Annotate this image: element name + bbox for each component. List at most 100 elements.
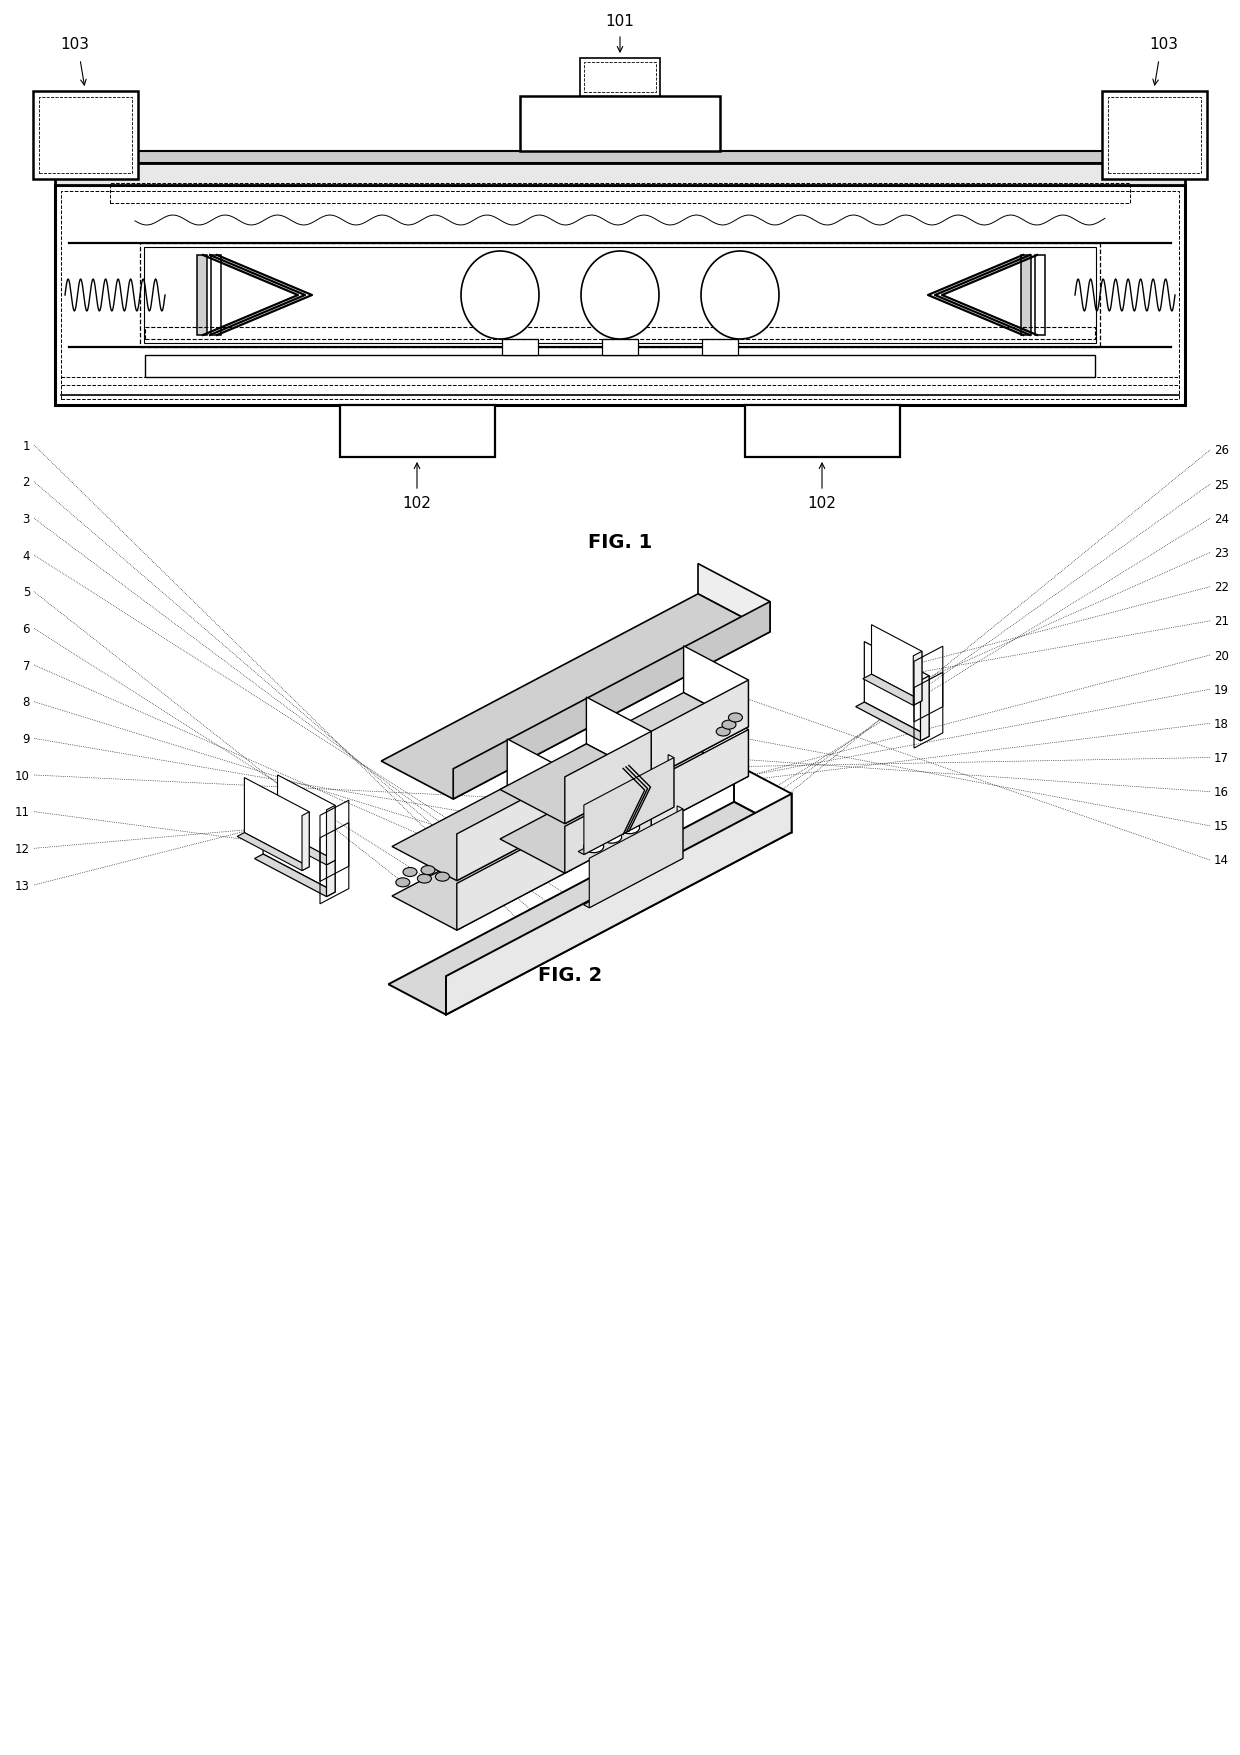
Text: 103: 103 <box>1149 37 1178 53</box>
Polygon shape <box>578 804 673 855</box>
Polygon shape <box>453 602 770 800</box>
Text: 102: 102 <box>807 495 837 511</box>
Bar <box>340 405 495 458</box>
Polygon shape <box>587 748 651 828</box>
Ellipse shape <box>584 841 604 853</box>
Ellipse shape <box>422 867 435 876</box>
Polygon shape <box>507 739 572 820</box>
Text: 5: 5 <box>22 586 30 598</box>
Text: 101: 101 <box>605 14 635 30</box>
Polygon shape <box>589 809 683 909</box>
Bar <box>211 256 221 335</box>
Bar <box>1102 91 1207 181</box>
Bar <box>601 340 639 356</box>
Bar <box>110 184 1130 204</box>
Polygon shape <box>564 732 651 825</box>
Polygon shape <box>237 834 309 870</box>
Text: 17: 17 <box>1214 751 1229 765</box>
Text: 25: 25 <box>1214 479 1229 491</box>
Text: 20: 20 <box>1214 649 1229 662</box>
Bar <box>1109 98 1202 174</box>
Text: 26: 26 <box>1214 444 1229 458</box>
Text: 9: 9 <box>22 732 30 746</box>
Bar <box>1035 256 1045 335</box>
Bar <box>580 60 660 97</box>
Ellipse shape <box>396 878 409 888</box>
Text: 16: 16 <box>1214 786 1229 799</box>
Ellipse shape <box>701 253 779 340</box>
Polygon shape <box>326 806 335 865</box>
Polygon shape <box>500 793 651 874</box>
Polygon shape <box>388 802 791 1014</box>
Polygon shape <box>914 651 921 706</box>
Bar <box>55 163 1185 186</box>
Bar <box>55 153 1185 163</box>
Bar <box>144 247 1096 344</box>
Bar <box>502 340 538 356</box>
Polygon shape <box>392 835 572 930</box>
Text: 4: 4 <box>22 549 30 562</box>
Text: 19: 19 <box>1214 683 1229 697</box>
Bar <box>145 356 1095 377</box>
Polygon shape <box>872 625 921 702</box>
Ellipse shape <box>582 253 658 340</box>
Polygon shape <box>856 702 929 741</box>
Text: 1: 1 <box>22 439 30 453</box>
Polygon shape <box>640 681 749 784</box>
Ellipse shape <box>418 874 432 883</box>
Polygon shape <box>640 730 749 834</box>
Polygon shape <box>456 823 572 930</box>
Polygon shape <box>500 744 651 825</box>
Ellipse shape <box>728 714 743 723</box>
Polygon shape <box>864 642 929 737</box>
Polygon shape <box>507 790 572 870</box>
Bar <box>33 91 138 181</box>
Polygon shape <box>303 813 309 870</box>
Text: 6: 6 <box>22 623 30 635</box>
Text: FIG. 2: FIG. 2 <box>538 965 603 985</box>
Text: 24: 24 <box>1214 512 1229 525</box>
Text: 11: 11 <box>15 806 30 818</box>
Bar <box>55 186 1185 405</box>
Text: 3: 3 <box>22 512 30 525</box>
Polygon shape <box>683 697 749 777</box>
Polygon shape <box>456 774 572 881</box>
Bar <box>745 405 900 458</box>
Text: 18: 18 <box>1214 718 1229 730</box>
Polygon shape <box>677 806 683 858</box>
Ellipse shape <box>722 721 737 730</box>
Text: 15: 15 <box>1214 820 1229 834</box>
Polygon shape <box>668 755 673 807</box>
Polygon shape <box>584 758 673 855</box>
Polygon shape <box>698 565 770 632</box>
Ellipse shape <box>717 728 730 737</box>
Polygon shape <box>564 781 651 874</box>
Text: 21: 21 <box>1214 614 1229 628</box>
Polygon shape <box>244 777 309 867</box>
Text: 102: 102 <box>403 495 432 511</box>
Text: 2: 2 <box>22 476 30 490</box>
Text: 8: 8 <box>22 695 30 709</box>
Ellipse shape <box>620 821 640 834</box>
Polygon shape <box>254 855 335 897</box>
Text: 7: 7 <box>22 660 30 672</box>
Text: FIG. 1: FIG. 1 <box>588 534 652 551</box>
Polygon shape <box>392 786 572 881</box>
Ellipse shape <box>435 872 449 881</box>
Bar <box>520 97 720 153</box>
Bar <box>702 340 738 356</box>
Polygon shape <box>683 646 749 727</box>
Polygon shape <box>263 788 335 893</box>
Polygon shape <box>920 676 929 741</box>
Polygon shape <box>269 830 335 865</box>
Bar <box>1021 256 1030 335</box>
Ellipse shape <box>601 832 621 844</box>
Text: 10: 10 <box>15 769 30 783</box>
Bar <box>38 98 131 174</box>
Polygon shape <box>575 742 749 834</box>
Polygon shape <box>278 776 335 862</box>
Bar <box>584 63 656 93</box>
Polygon shape <box>575 693 749 784</box>
Polygon shape <box>381 595 770 800</box>
Text: 14: 14 <box>1214 855 1229 867</box>
